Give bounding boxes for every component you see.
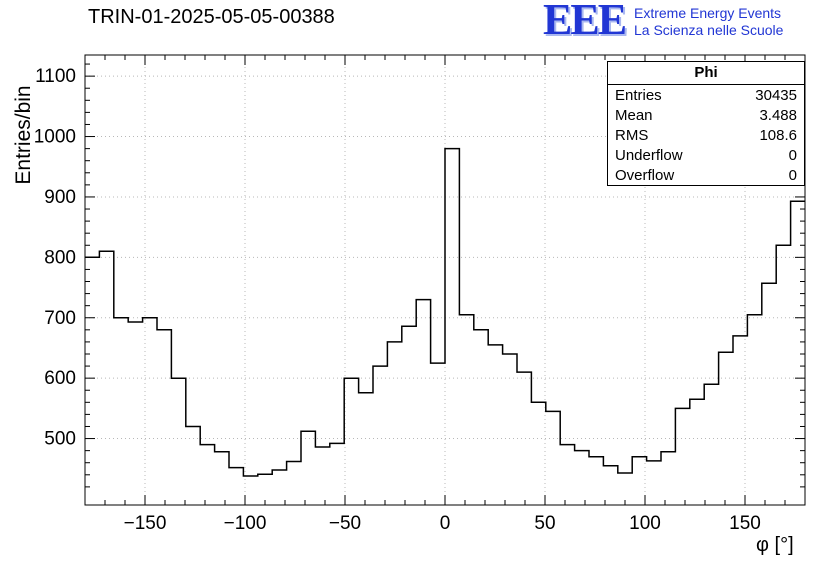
logo-line-2: La Scienza nelle Scuole — [634, 22, 784, 38]
x-axis-title: φ [°] — [756, 534, 794, 556]
histogram-series-line — [85, 147, 805, 477]
eee-logo: EEE — [543, 0, 627, 44]
plot-title: TRIN-01-2025-05-05-00388 — [88, 6, 335, 28]
stat-value: 30435 — [755, 87, 797, 104]
stat-row: Overflow 0 — [608, 165, 804, 185]
svg-text:700: 700 — [44, 308, 76, 329]
stat-row: Underflow 0 — [608, 145, 804, 165]
svg-text:1100: 1100 — [35, 66, 76, 87]
stat-value: 108.6 — [759, 127, 797, 144]
stat-value: 0 — [788, 147, 797, 164]
svg-text:800: 800 — [44, 247, 76, 268]
stat-value: 3.488 — [759, 107, 797, 124]
svg-text:900: 900 — [44, 187, 76, 208]
stat-row: Entries 30435 — [608, 85, 804, 105]
stat-label: Mean — [615, 107, 653, 124]
stat-value: 0 — [788, 167, 797, 184]
svg-text:50: 50 — [534, 513, 555, 534]
svg-text:100: 100 — [629, 513, 661, 534]
tick-labels: −150 −100 −50 0 50 100 150 500 600 700 800 900 1000 1… — [34, 66, 761, 534]
stat-row: RMS 108.6 — [608, 125, 804, 145]
stats-box: Phi Entries 30435 Mean 3.488 RMS 108.6 Underfl… — [607, 61, 805, 186]
stat-label: Entries — [615, 87, 662, 104]
stat-row: Mean 3.488 — [608, 105, 804, 125]
y-axis-title: Entries/bin — [12, 85, 35, 185]
svg-text:600: 600 — [44, 368, 76, 389]
stats-rows: Entries 30435 Mean 3.488 RMS 108.6 Underflow 0 O… — [608, 85, 804, 185]
svg-text:0: 0 — [440, 513, 451, 534]
stat-label: Overflow — [615, 167, 675, 184]
svg-text:500: 500 — [44, 429, 76, 450]
logo-line-1: Extreme Energy Events — [634, 5, 782, 21]
svg-text:−100: −100 — [224, 513, 267, 534]
stat-label: RMS — [615, 127, 649, 144]
svg-text:−50: −50 — [329, 513, 361, 534]
stats-title: Phi — [608, 62, 804, 85]
eee-logo-text: Extreme Energy Events La Scienza nelle S… — [634, 5, 783, 39]
svg-text:150: 150 — [729, 513, 761, 534]
svg-text:−150: −150 — [124, 513, 167, 534]
stat-label: Underflow — [615, 147, 683, 164]
svg-text:1000: 1000 — [34, 127, 76, 148]
